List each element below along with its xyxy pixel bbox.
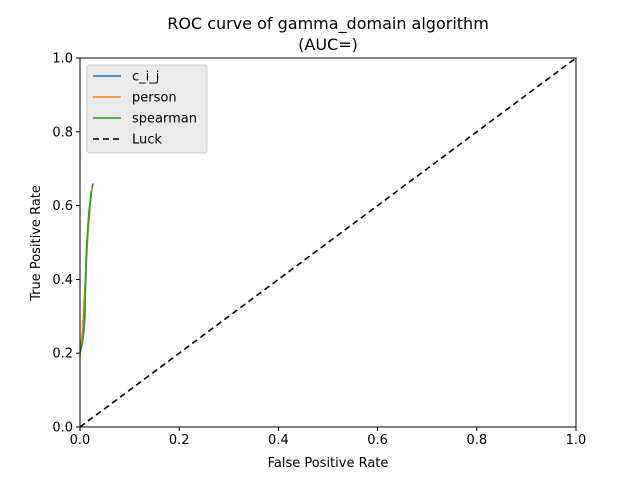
x-tick-label: 0.0 (70, 433, 91, 448)
legend-label: person (132, 91, 177, 106)
legend-box (86, 64, 208, 154)
legend-label: c_i_j (132, 70, 159, 85)
axis-ticks: 0.0 0.2 0.4 0.6 0.8 1.0 0.0 0.2 0.4 0.6 0.8 1.0 (52, 52, 586, 449)
y-axis-label: True Positive Rate (29, 185, 44, 302)
x-tick-label: 1.0 (566, 433, 587, 448)
x-tick-label: 0.2 (169, 433, 190, 448)
x-tick-label: 0.8 (466, 433, 487, 448)
plot-frame (79, 57, 577, 428)
x-tick-label: 0.6 (367, 433, 388, 448)
chart-subtitle: (AUC=) (298, 35, 358, 54)
chart-title: ROC curve of gamma_domain algorithm (167, 14, 489, 34)
legend-label: spearman (132, 112, 197, 127)
y-tick-label: 0.6 (52, 199, 73, 214)
y-tick-label: 0.4 (52, 273, 73, 288)
y-tick-label: 0.2 (52, 347, 73, 362)
series-line-luck (79, 57, 577, 428)
series-group (79, 57, 577, 428)
y-tick-label: 0.8 (52, 125, 73, 140)
y-tick-label: 1.0 (52, 52, 73, 67)
x-tick-label: 0.4 (268, 433, 289, 448)
series-line-spearman (79, 190, 93, 354)
legend-label: Luck (132, 133, 162, 148)
x-axis-label: False Positive Rate (268, 456, 389, 471)
y-tick-label: 0.0 (52, 421, 73, 436)
